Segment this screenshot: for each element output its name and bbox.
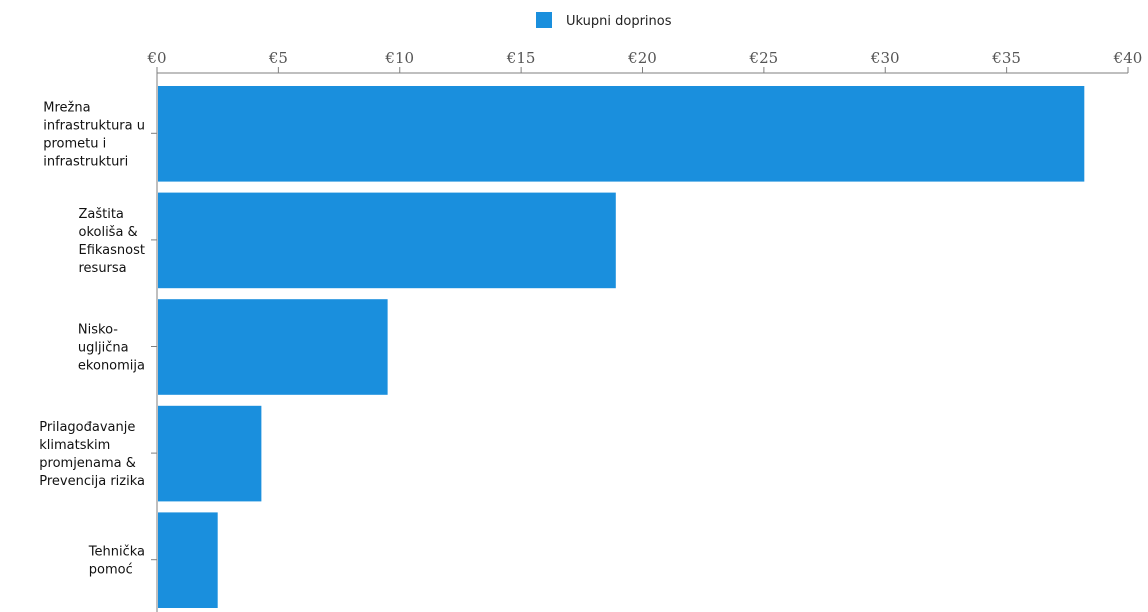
y-category-label: infrastrukturi [43,154,128,169]
x-tick-label: €30 [870,49,900,67]
y-category-label: okoliša & [78,225,137,240]
y-category-label: klimatskim [39,438,110,453]
y-category-label: ugljična [78,341,129,356]
legend-label: Ukupni doprinos [566,14,672,29]
x-tick-label: €15 [506,49,536,67]
bar [158,192,616,289]
y-category-label: Mrežna [43,100,90,115]
y-category-label: Prevencija rizika [39,474,145,489]
y-category-label: resursa [78,261,126,276]
x-axis: €0 €5 €10 €15 €20 €25 €30 €35 €40 [146,49,1143,74]
y-category-label: Tehnička [88,545,145,560]
bar [158,299,388,395]
x-tick-label: €20 [627,49,657,67]
y-category-label: promjenama & [39,456,136,471]
y-category-label: prometu i [43,136,106,151]
x-tick-label: €25 [749,49,779,67]
chart-legend: Ukupni doprinos [536,12,672,29]
y-category-label: Prilagođavanje [39,420,135,435]
x-tick-label: €10 [384,49,414,67]
bar [158,405,262,502]
y-category-label: Nisko- [78,323,118,338]
x-tick-label: €0 [146,49,166,67]
y-category-label: pomoć [89,563,133,578]
x-tick-label: €40 [1113,49,1143,67]
y-axis: Mrežna infrastruktura u prometu i infrastru… [39,73,158,612]
bar [158,512,218,608]
y-category-label: infrastruktura u [43,118,145,133]
y-category-label: ekonomija [78,359,145,374]
x-tick-label: €5 [268,49,288,67]
y-category-label: Efikasnost [78,243,145,258]
y-category-label: Zaštita [78,207,123,222]
bar [158,86,1085,182]
x-tick-label: €35 [991,49,1021,67]
legend-swatch [536,12,552,28]
bars-group [158,86,1085,608]
